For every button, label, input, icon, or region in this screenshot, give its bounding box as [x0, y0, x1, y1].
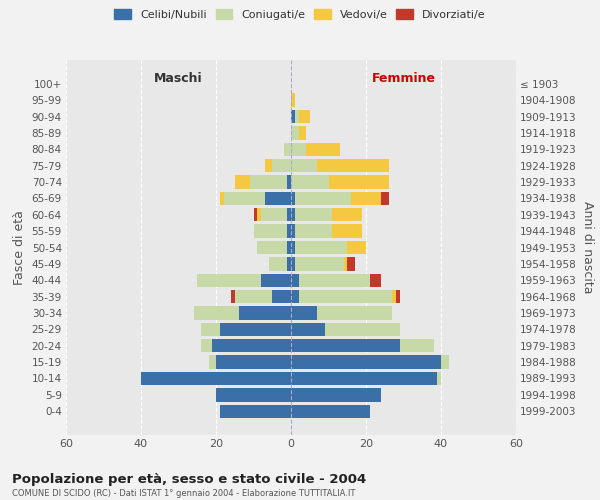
Bar — [329, 176, 389, 188]
Bar — [257, 241, 287, 254]
Bar — [332, 208, 362, 222]
Bar — [299, 126, 306, 140]
Bar — [287, 257, 291, 270]
Bar — [223, 192, 265, 205]
Bar — [216, 356, 291, 369]
Legend: Celibi/Nubili, Coniugati/e, Vedovi/e, Divorziati/e: Celibi/Nubili, Coniugati/e, Vedovi/e, Di… — [111, 6, 489, 23]
Bar — [220, 322, 291, 336]
Bar — [291, 192, 295, 205]
Bar — [291, 208, 295, 222]
Bar — [291, 404, 370, 418]
Bar — [291, 224, 295, 238]
Bar — [295, 241, 347, 254]
Bar — [231, 290, 235, 304]
Bar — [239, 306, 291, 320]
Bar — [291, 388, 381, 402]
Bar — [343, 257, 347, 270]
Bar — [235, 290, 272, 304]
Bar — [216, 388, 291, 402]
Bar — [291, 274, 299, 287]
Bar — [272, 159, 291, 172]
Bar — [265, 192, 291, 205]
Bar — [437, 372, 441, 385]
Bar — [265, 159, 272, 172]
Bar — [261, 274, 291, 287]
Bar — [235, 176, 250, 188]
Bar — [295, 208, 332, 222]
Bar — [317, 159, 389, 172]
Bar — [284, 142, 291, 156]
Bar — [400, 339, 433, 352]
Bar — [201, 339, 212, 352]
Bar — [291, 372, 437, 385]
Bar — [254, 224, 287, 238]
Bar — [287, 208, 291, 222]
Bar — [209, 356, 216, 369]
Bar — [254, 208, 257, 222]
Bar — [291, 290, 299, 304]
Bar — [287, 224, 291, 238]
Bar — [347, 241, 366, 254]
Bar — [291, 142, 306, 156]
Bar — [306, 142, 340, 156]
Bar — [295, 110, 299, 123]
Bar — [291, 159, 317, 172]
Bar — [392, 290, 396, 304]
Bar — [347, 257, 355, 270]
Bar — [325, 322, 400, 336]
Bar — [299, 290, 392, 304]
Text: COMUNE DI SCIDO (RC) - Dati ISTAT 1° gennaio 2004 - Elaborazione TUTTITALIA.IT: COMUNE DI SCIDO (RC) - Dati ISTAT 1° gen… — [12, 489, 355, 498]
Bar — [299, 110, 310, 123]
Bar — [351, 192, 381, 205]
Bar — [291, 241, 295, 254]
Bar — [332, 224, 362, 238]
Bar — [291, 356, 441, 369]
Bar — [441, 356, 449, 369]
Bar — [141, 372, 291, 385]
Text: Popolazione per età, sesso e stato civile - 2004: Popolazione per età, sesso e stato civil… — [12, 472, 366, 486]
Bar — [250, 176, 287, 188]
Bar — [272, 290, 291, 304]
Bar — [381, 192, 389, 205]
Bar — [291, 306, 317, 320]
Bar — [295, 257, 343, 270]
Bar — [291, 126, 299, 140]
Bar — [261, 208, 287, 222]
Bar — [317, 306, 392, 320]
Bar — [370, 274, 381, 287]
Bar — [257, 208, 261, 222]
Bar — [291, 176, 329, 188]
Bar — [201, 322, 220, 336]
Y-axis label: Fasce di età: Fasce di età — [13, 210, 26, 285]
Bar — [212, 339, 291, 352]
Bar — [193, 306, 239, 320]
Bar — [269, 257, 287, 270]
Bar — [291, 94, 295, 107]
Text: Femmine: Femmine — [371, 72, 436, 86]
Bar — [291, 322, 325, 336]
Bar — [299, 274, 370, 287]
Y-axis label: Anni di nascita: Anni di nascita — [581, 201, 593, 294]
Bar — [295, 192, 351, 205]
Bar — [220, 404, 291, 418]
Bar — [291, 110, 295, 123]
Bar — [197, 274, 261, 287]
Bar — [287, 176, 291, 188]
Text: Maschi: Maschi — [154, 72, 203, 86]
Bar — [396, 290, 400, 304]
Bar — [220, 192, 223, 205]
Bar — [295, 224, 332, 238]
Bar — [291, 339, 400, 352]
Bar — [287, 241, 291, 254]
Bar — [291, 257, 295, 270]
